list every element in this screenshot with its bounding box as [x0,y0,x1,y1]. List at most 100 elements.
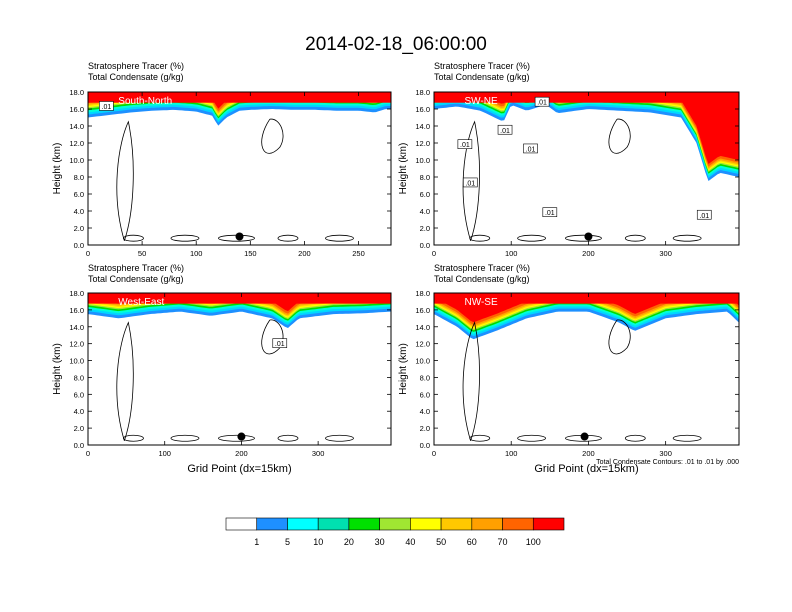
panel-4: Stratosphere Tracer (%)Total Condensate … [398,263,740,475]
panel-section-label: NW-SE [465,297,498,308]
y-tick-label: 6.0 [74,190,84,199]
panel-3: Stratosphere Tracer (%)Total Condensate … [52,263,392,475]
colorbar: 1 5 10 20 30 40 50 60 70 100 [225,517,565,547]
condensate-contour [565,234,602,242]
colorbar-swatch [379,517,411,531]
condensate-contour [170,234,200,242]
panel-header-tracer: Stratosphere Tracer (%) [434,61,530,71]
x-tick-label: 150 [244,249,257,258]
y-axis-label: Height (km) [52,143,63,195]
condensate-contour [517,234,546,242]
y-tick-label: 0.0 [74,241,84,250]
condensate-contours [462,118,702,242]
y-tick-label: 18.0 [415,88,430,97]
plot-frame [433,292,740,446]
condensate-contour [608,319,631,355]
contour-label: .01 [537,100,547,107]
x-tick-label: 0 [432,449,436,458]
x-tick-label: 0 [86,249,90,258]
panels-group: Stratosphere Tracer (%)Total Condensate … [52,61,740,475]
contour-label-box [497,124,513,135]
contour-label-box [272,338,288,348]
contour-label-box [457,139,473,149]
condensate-contour [325,234,354,242]
y-tick-label: 2.0 [74,424,84,433]
y-tick-label: 12.0 [69,340,84,349]
contour-label-box [696,209,712,220]
y-axis-label: Height (km) [398,143,409,195]
contour-label: .01 [275,341,285,348]
panel-header-condensate: Total Condensate (g/kg) [434,274,530,284]
panel-section-label: West-East [118,297,164,308]
y-tick-label: 4.0 [420,207,430,216]
panel-section-label: SW-NE [465,96,498,107]
y-tick-label: 8.0 [420,173,430,182]
condensate-contour [116,321,134,441]
panel-header-condensate: Total Condensate (g/kg) [434,72,530,82]
location-marker [580,432,589,441]
y-tick-label: 4.0 [74,407,84,416]
colorbar-swatch [410,517,442,531]
panel-header-tracer: Stratosphere Tracer (%) [88,61,184,71]
y-tick-label: 16.0 [415,105,430,114]
condensate-contours [462,319,702,442]
y-tick-label: 0.0 [74,441,84,450]
location-marker [237,432,246,441]
y-tick-label: 12.0 [415,340,430,349]
y-tick-label: 2.0 [74,224,84,233]
colorbar-label: 5 [285,537,290,547]
y-tick-label: 12.0 [69,139,84,148]
tracer-field [434,293,739,442]
x-tick-label: 100 [505,449,518,458]
y-tick-label: 2.0 [420,224,430,233]
y-tick-label: 0.0 [420,241,430,250]
contour-label: .01 [699,213,709,220]
condensate-contour [672,234,702,242]
condensate-contour [277,434,299,442]
y-tick-label: 14.0 [69,323,84,332]
colorbar-label: 10 [313,537,323,547]
y-tick-label: 8.0 [74,373,84,382]
y-tick-label: 16.0 [69,306,84,315]
colorbar-swatch [348,517,380,531]
y-axis-label: Height (km) [52,343,63,395]
tracer-cap [88,293,391,304]
x-tick-label: 200 [582,449,595,458]
colorbar-swatch [256,517,288,531]
colorbar-swatch [317,517,350,531]
x-tick-label: 200 [582,249,595,258]
y-tick-label: 16.0 [69,105,84,114]
colorbar-swatch [225,517,258,531]
x-tick-label: 0 [432,249,436,258]
colorbar-swatch [502,517,534,531]
panel-header-tracer: Stratosphere Tracer (%) [88,263,184,273]
condensate-contour [116,120,134,241]
y-tick-label: 14.0 [415,122,430,131]
y-tick-label: 12.0 [415,139,430,148]
tracer-field: .01 [88,293,391,442]
x-tick-label: 300 [659,249,672,258]
contour-label-box [542,207,558,217]
x-axis-label: Grid Point (dx=15km) [534,463,638,475]
condensate-contour [517,434,546,442]
y-tick-label: 18.0 [415,289,430,298]
contour-label-box [99,101,114,111]
y-tick-label: 18.0 [69,289,84,298]
contour-label: .01 [102,104,112,111]
y-tick-label: 14.0 [415,323,430,332]
x-tick-label: 100 [190,249,203,258]
x-tick-label: 300 [312,449,325,458]
tracer-field: .01 .01 .01 .01 .01 .01 .01 [434,92,739,242]
x-tick-label: 100 [158,449,171,458]
colorbar-label: 1 [254,537,259,547]
x-tick-label: 200 [298,249,311,258]
plot-frame [433,91,740,246]
plot-area [88,293,391,445]
tracer-band [434,92,739,181]
colorbar-label: 50 [436,537,446,547]
panel-header-condensate: Total Condensate (g/kg) [88,274,184,284]
contour-label: .01 [545,210,555,217]
y-tick-label: 4.0 [74,207,84,216]
contour-label-box [534,96,550,107]
colorbar-swatch [287,517,319,531]
